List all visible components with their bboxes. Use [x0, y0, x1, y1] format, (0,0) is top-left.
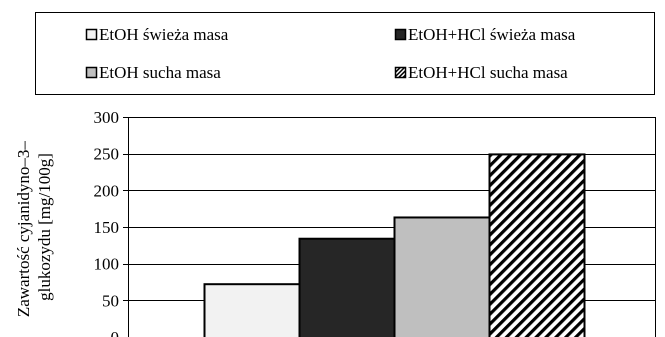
y-axis-label-line-1: Zawartość cyjanidyno–3–	[14, 141, 33, 318]
legend-box	[35, 12, 655, 95]
axes	[123, 117, 656, 337]
legend-label-4: EtOH+HCl sucha masa	[408, 63, 568, 82]
y-tick-label-200: 200	[94, 181, 120, 200]
bar-1	[203, 283, 301, 337]
bar-4	[488, 153, 586, 337]
y-tick-labels: 0 50 100 150 200 250 300	[94, 108, 120, 337]
bar-2	[298, 237, 396, 337]
y-tick-label-50: 50	[102, 291, 119, 310]
legend-label-3: EtOH sucha masa	[99, 63, 221, 82]
y-tick-label-0: 0	[111, 328, 120, 337]
bar-3	[393, 216, 491, 337]
y-tick-label-250: 250	[94, 145, 120, 164]
legend: EtOH świeża masa EtOH+HCl świeża masa EtOH…	[35, 12, 655, 95]
legend-swatch-1	[85, 28, 98, 41]
y-tick-label-300: 300	[94, 108, 120, 127]
legend-swatch-2	[394, 28, 407, 41]
y-tick-label-150: 150	[94, 218, 120, 237]
y-tick-label-100: 100	[94, 255, 120, 274]
legend-swatch-4	[394, 66, 407, 79]
legend-swatch-3	[85, 66, 98, 79]
legend-label-1: EtOH świeża masa	[99, 25, 229, 44]
y-axis-label: Zawartość cyjanidyno–3– glukozydu [mg/10…	[14, 137, 54, 317]
y-axis-label-line-2: glukozydu [mg/100g]	[35, 153, 54, 301]
legend-label-2: EtOH+HCl świeża masa	[408, 25, 576, 44]
bars	[203, 153, 586, 337]
